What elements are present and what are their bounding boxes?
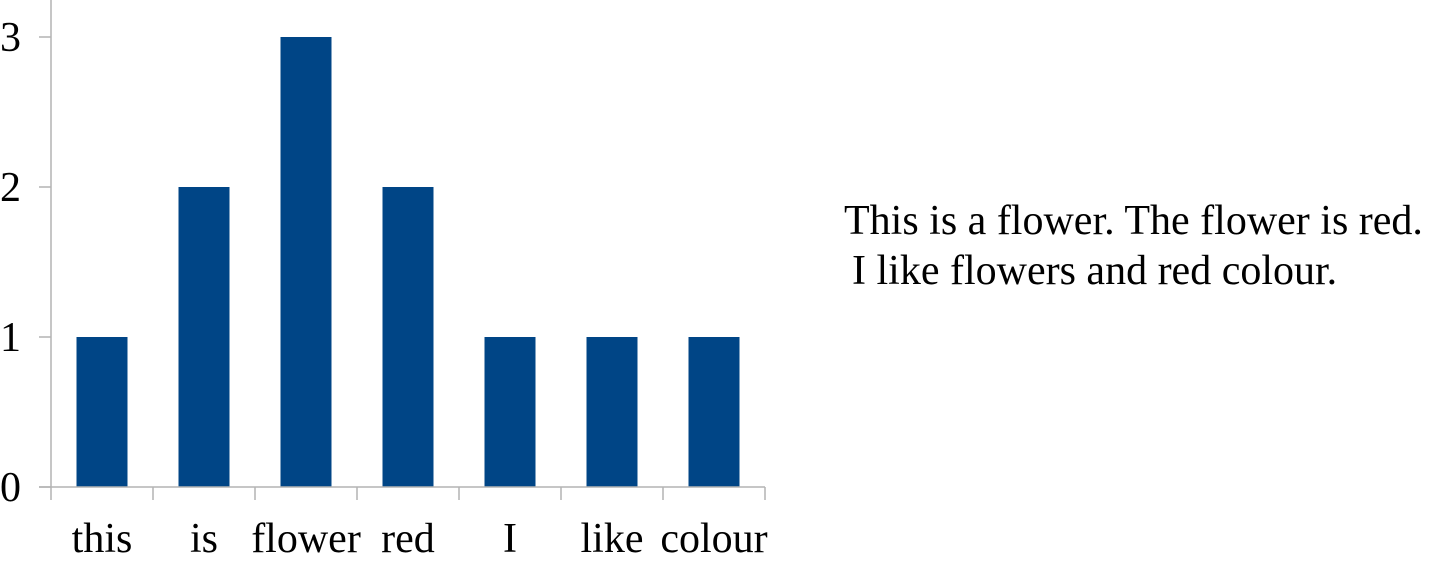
bars-group — [76, 37, 740, 487]
caption-text: This is a flower. The flower is red. I l… — [844, 196, 1423, 296]
bar-is — [178, 187, 230, 487]
y-tick-labels: 0 1 2 3 — [0, 15, 21, 511]
bar-red — [382, 187, 434, 487]
y-tick-label: 1 — [0, 315, 21, 361]
y-tick-label: 2 — [0, 165, 21, 211]
y-tick-label: 0 — [0, 465, 21, 511]
caption-line-2: I like flowers and red colour. — [852, 248, 1338, 294]
bar-i — [484, 337, 536, 487]
x-tick-label: like — [581, 516, 644, 562]
x-tick-label: is — [190, 516, 218, 562]
x-tick-label: colour — [660, 516, 767, 562]
caption-line-1: This is a flower. The flower is red. — [844, 198, 1423, 244]
bar-colour — [688, 337, 740, 487]
bar-this — [76, 337, 128, 487]
bar-flower — [280, 37, 332, 487]
x-tick-label: this — [72, 516, 133, 562]
x-tick-label: flower — [251, 516, 361, 562]
x-tick-label: I — [503, 516, 517, 562]
x-tick-label: red — [381, 516, 435, 562]
axes-group — [39, 0, 766, 500]
bar-like — [586, 337, 638, 487]
y-tick-label: 3 — [0, 15, 21, 61]
